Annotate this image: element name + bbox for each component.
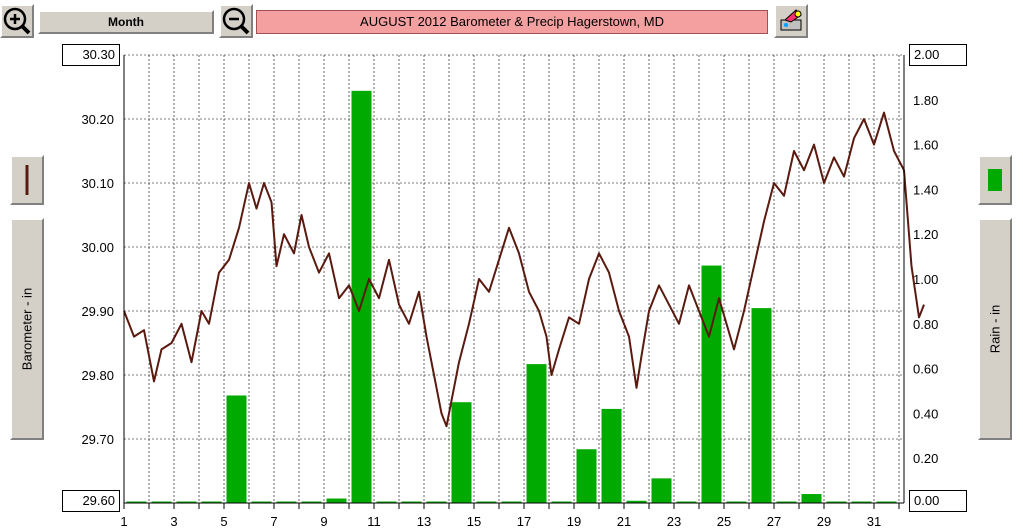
x-tick-label: 17 bbox=[517, 514, 531, 529]
chart-title: AUGUST 2012 Barometer & Precip Hagerstow… bbox=[256, 10, 768, 34]
x-tick-label: 13 bbox=[417, 514, 431, 529]
rain-bar bbox=[776, 501, 797, 503]
bar-legend-icon bbox=[988, 169, 1002, 191]
left-axis-tick-label: 30.20 bbox=[81, 112, 114, 127]
x-tick-label: 21 bbox=[617, 514, 631, 529]
left-axis-tick-label: 30.00 bbox=[81, 240, 114, 255]
x-tick-label: 25 bbox=[717, 514, 731, 529]
left-axis-max: 30.30 bbox=[62, 44, 120, 66]
x-tick-label: 9 bbox=[320, 514, 327, 529]
rain-bar bbox=[376, 501, 397, 503]
rain-bar bbox=[551, 501, 572, 503]
right-axis-tick-label: 1.80 bbox=[913, 93, 938, 108]
rain-bar bbox=[126, 501, 147, 503]
x-tick-label: 3 bbox=[170, 514, 177, 529]
barometer-axis-label-text: Barometer - in bbox=[19, 287, 35, 371]
zoom-in-icon bbox=[3, 7, 31, 35]
left-axis-tick-label: 29.70 bbox=[81, 432, 114, 447]
rain-bar bbox=[451, 402, 472, 503]
x-tick-label: 23 bbox=[667, 514, 681, 529]
x-tick-label: 1 bbox=[120, 514, 127, 529]
x-tick-label: 5 bbox=[220, 514, 227, 529]
rain-bar bbox=[426, 501, 447, 503]
left-axis-tick-label: 29.90 bbox=[81, 304, 114, 319]
rain-bar bbox=[601, 408, 622, 503]
rain-bar bbox=[826, 501, 847, 503]
rain-bar bbox=[751, 308, 772, 503]
rain-bar bbox=[626, 500, 647, 503]
rain-bar bbox=[401, 501, 422, 503]
x-tick-label: 27 bbox=[767, 514, 781, 529]
rain-bar bbox=[576, 449, 597, 503]
right-axis-min: 0.00 bbox=[909, 490, 967, 512]
right-axis-tick-label: 1.60 bbox=[913, 138, 938, 153]
right-axis-tick-label: 0.80 bbox=[913, 317, 938, 332]
rain-legend-swatch[interactable] bbox=[978, 155, 1012, 205]
rain-bar bbox=[351, 90, 372, 503]
left-axis-tick-label: 30.10 bbox=[81, 176, 114, 191]
x-tick-label: 7 bbox=[270, 514, 277, 529]
right-axis-tick-label: 0.20 bbox=[913, 451, 938, 466]
x-tick-label: 15 bbox=[467, 514, 481, 529]
right-axis-tick-label: 0.60 bbox=[913, 362, 938, 377]
rain-bar bbox=[326, 498, 347, 503]
rain-bar bbox=[651, 478, 672, 503]
rain-bar bbox=[726, 501, 747, 503]
zoom-out-button[interactable] bbox=[219, 4, 253, 38]
zoom-out-icon bbox=[222, 7, 250, 35]
rain-axis-label-text: Rain - in bbox=[987, 304, 1003, 354]
x-tick-label: 11 bbox=[367, 514, 381, 529]
rain-bar bbox=[676, 501, 697, 503]
left-axis-min: 29.60 bbox=[62, 490, 120, 512]
right-axis-tick-label: 0.40 bbox=[913, 406, 938, 421]
rain-bar bbox=[876, 501, 897, 503]
rain-bar bbox=[251, 501, 272, 503]
rain-bar bbox=[851, 501, 872, 503]
zoom-in-button[interactable] bbox=[0, 4, 34, 38]
rain-bar bbox=[476, 501, 497, 503]
rain-bar bbox=[226, 395, 247, 503]
rain-axis-label[interactable]: Rain - in bbox=[978, 218, 1012, 440]
barometer-legend-swatch[interactable] bbox=[10, 155, 44, 205]
right-axis-tick-label: 1.00 bbox=[913, 272, 938, 287]
barometer-axis-label[interactable]: Barometer - in bbox=[10, 218, 44, 440]
rain-bar bbox=[301, 501, 322, 503]
rain-bar bbox=[501, 501, 522, 503]
rain-bar bbox=[201, 501, 222, 503]
right-axis-tick-label: 1.40 bbox=[913, 182, 938, 197]
line-legend-icon bbox=[25, 165, 29, 195]
left-axis-tick-label: 29.80 bbox=[81, 368, 114, 383]
rain-bar bbox=[176, 501, 197, 503]
print-button[interactable] bbox=[774, 4, 808, 38]
barometer-line bbox=[123, 111, 925, 428]
rain-bar bbox=[151, 501, 172, 503]
rain-bar bbox=[801, 494, 822, 503]
rain-bar bbox=[701, 265, 722, 503]
x-tick-label: 19 bbox=[567, 514, 581, 529]
rain-bar bbox=[526, 364, 547, 503]
printer-icon bbox=[780, 9, 802, 31]
right-axis-tick-label: 1.20 bbox=[913, 227, 938, 242]
rain-bar bbox=[276, 501, 297, 503]
right-axis-max: 2.00 bbox=[909, 44, 967, 66]
period-select-button[interactable]: Month bbox=[38, 10, 214, 34]
x-tick-label: 29 bbox=[817, 514, 831, 529]
x-tick-label: 31 bbox=[867, 514, 881, 529]
